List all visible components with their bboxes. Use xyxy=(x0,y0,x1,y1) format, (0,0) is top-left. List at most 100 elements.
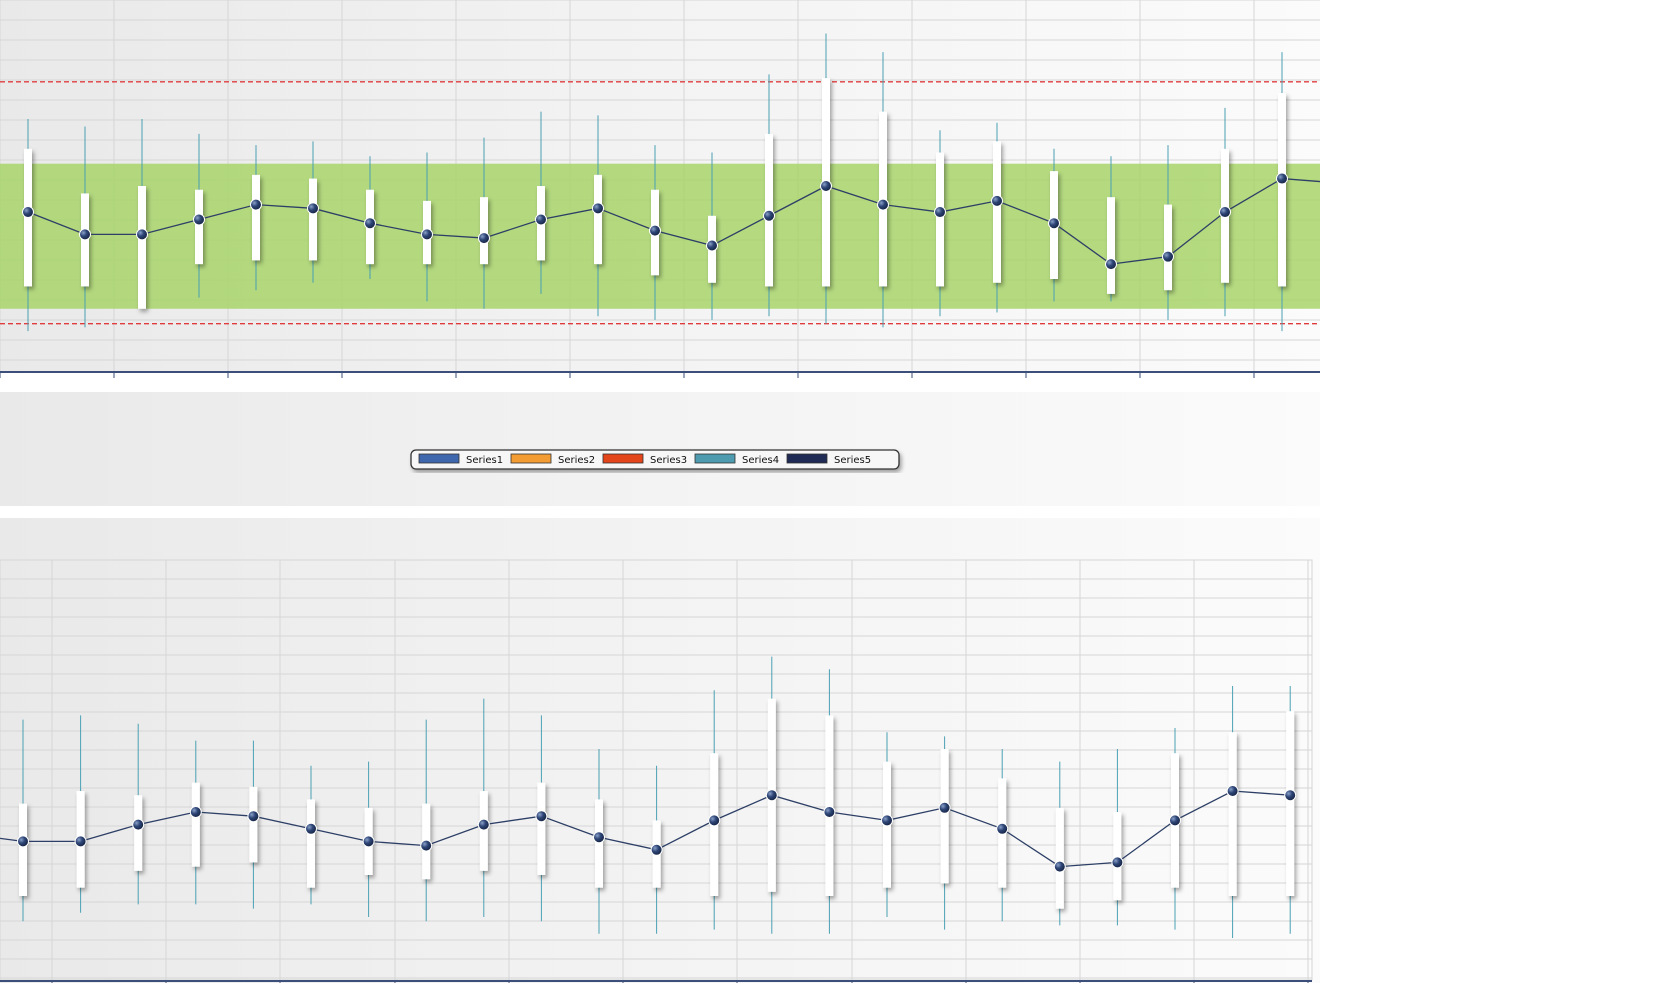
top-x-ticks xyxy=(0,372,1255,378)
box xyxy=(479,791,488,871)
box xyxy=(195,189,203,265)
mean-marker xyxy=(79,228,91,241)
mean-marker xyxy=(136,228,148,241)
bottom-gridlines xyxy=(0,559,1313,981)
legend-label: Series5 xyxy=(834,455,871,466)
mean-marker xyxy=(650,843,663,856)
mean-marker xyxy=(1219,206,1231,219)
mean-marker xyxy=(364,217,376,230)
bottom-mean-markers xyxy=(17,785,1297,873)
mean-marker xyxy=(938,801,951,814)
legend-item: Series4 xyxy=(694,453,779,466)
box xyxy=(138,186,146,309)
mean-marker xyxy=(1053,860,1066,873)
bottom-mean-line xyxy=(0,790,1291,868)
box xyxy=(249,786,258,863)
box xyxy=(1164,204,1172,291)
mean-marker xyxy=(1169,814,1181,827)
box xyxy=(993,141,1001,283)
top-limit-lines xyxy=(0,81,1320,325)
legend-swatch xyxy=(602,453,644,464)
top-control-band xyxy=(0,163,1320,309)
mean-marker xyxy=(593,831,605,844)
mean-marker xyxy=(17,835,29,848)
mean-marker xyxy=(592,202,604,215)
mean-marker xyxy=(649,224,661,237)
legend-item: Series5 xyxy=(786,453,871,466)
box xyxy=(309,178,317,261)
mean-marker xyxy=(706,239,718,252)
legend-swatch xyxy=(418,453,460,464)
legend-strip xyxy=(0,392,1320,506)
mean-marker xyxy=(1276,172,1288,185)
box xyxy=(595,799,603,888)
box xyxy=(940,749,949,884)
mean-marker xyxy=(307,202,319,215)
box xyxy=(594,174,602,265)
mean-marker xyxy=(763,209,775,222)
mean-marker xyxy=(478,232,490,245)
box xyxy=(252,174,260,261)
mean-marker xyxy=(1048,217,1060,230)
box xyxy=(1055,807,1064,909)
bottom-x-ticks xyxy=(51,981,1309,983)
mean-marker xyxy=(247,810,260,823)
mean-marker xyxy=(991,194,1003,207)
mean-marker xyxy=(362,835,375,848)
box xyxy=(825,715,834,896)
legend-item: Series3 xyxy=(602,453,687,466)
mean-marker xyxy=(1284,789,1297,802)
bottom-chart xyxy=(0,518,1320,983)
mean-marker xyxy=(765,789,778,802)
box xyxy=(936,152,944,287)
box xyxy=(480,197,488,265)
mean-marker xyxy=(881,814,893,827)
box xyxy=(134,795,143,871)
mean-marker xyxy=(250,198,262,211)
box xyxy=(1228,732,1237,896)
mean-marker xyxy=(477,818,490,831)
mean-marker xyxy=(22,206,34,219)
legend-swatch xyxy=(694,453,736,464)
mean-marker xyxy=(132,818,145,831)
top-chart xyxy=(0,0,1321,378)
legend-label: Series1 xyxy=(466,455,503,466)
box xyxy=(537,782,546,875)
box xyxy=(307,799,315,888)
mean-marker xyxy=(1105,258,1117,271)
mean-marker xyxy=(421,228,433,241)
legend-item: Series1 xyxy=(418,453,503,466)
mean-marker xyxy=(74,835,87,848)
box xyxy=(1286,711,1295,896)
legend-swatch xyxy=(786,453,828,464)
legend-item: Series2 xyxy=(510,453,595,466)
mean-marker xyxy=(193,213,205,226)
mean-marker xyxy=(877,198,889,211)
mean-marker xyxy=(420,839,433,852)
box xyxy=(19,803,27,896)
legend-area: Series1 Series2 Series3 Series4 Series5 xyxy=(0,392,1320,506)
top-mean-markers xyxy=(22,172,1288,271)
mean-marker xyxy=(708,814,721,827)
legend-swatch xyxy=(510,453,552,464)
mean-marker xyxy=(535,810,548,823)
mean-marker xyxy=(305,822,317,835)
mean-marker xyxy=(934,206,946,219)
box xyxy=(1107,197,1115,294)
mean-marker xyxy=(996,822,1009,835)
box xyxy=(1278,93,1286,287)
legend-label: Series3 xyxy=(650,455,687,466)
mean-marker xyxy=(1111,856,1124,869)
top-mean-line xyxy=(27,177,1321,265)
box xyxy=(1113,812,1122,901)
legend-label: Series2 xyxy=(558,455,595,466)
mean-marker xyxy=(1162,250,1174,263)
legend-items: Series1 Series2 Series3 Series4 Series5 xyxy=(418,453,871,466)
mean-marker xyxy=(823,806,836,818)
mean-marker xyxy=(189,806,202,818)
mean-marker xyxy=(820,180,832,192)
box xyxy=(191,782,200,867)
mean-marker xyxy=(535,213,547,226)
legend-label: Series4 xyxy=(742,455,779,466)
